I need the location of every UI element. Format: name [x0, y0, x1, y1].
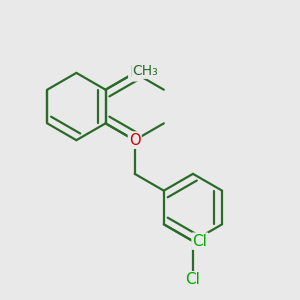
Text: Cl: Cl [185, 272, 200, 287]
Text: CH₃: CH₃ [132, 64, 158, 78]
Text: N: N [129, 133, 140, 148]
Text: N: N [129, 65, 140, 80]
Text: O: O [129, 133, 140, 148]
Text: Cl: Cl [193, 234, 207, 249]
